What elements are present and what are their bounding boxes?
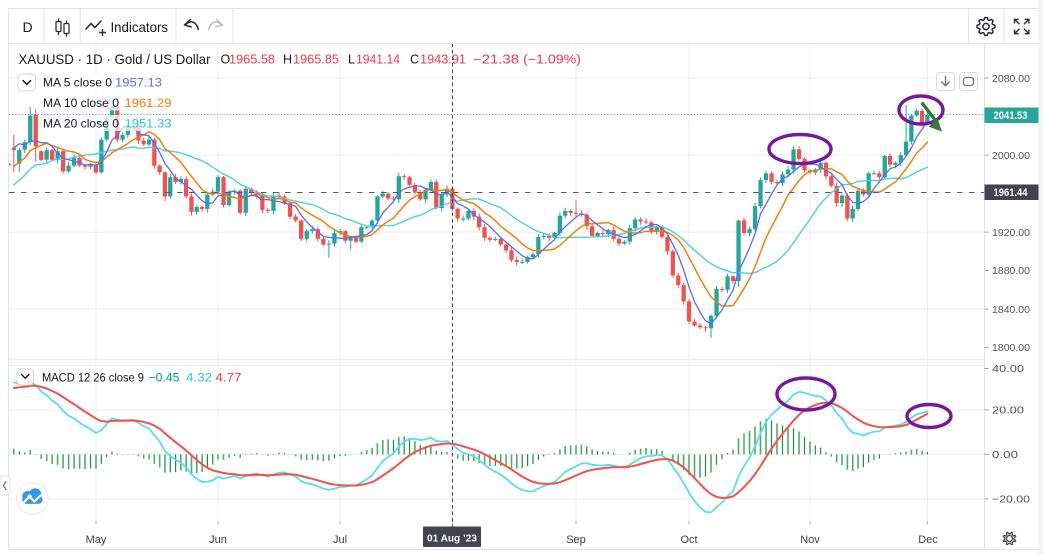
svg-text:1961.44: 1961.44: [994, 187, 1029, 199]
svg-text:1840.00: 1840.00: [992, 304, 1030, 316]
svg-text:0.00: 0.00: [992, 449, 1018, 461]
svg-text:1800.00: 1800.00: [992, 342, 1030, 354]
svg-text:−21.38: −21.38: [473, 53, 519, 67]
svg-text:1951.33: 1951.33: [125, 116, 172, 130]
svg-text:Oct: Oct: [680, 534, 697, 546]
svg-text:Jun: Jun: [209, 534, 227, 546]
svg-text:40.00: 40.00: [992, 363, 1024, 375]
svg-text:2041.53: 2041.53: [994, 110, 1028, 122]
svg-text:−20.00: −20.00: [992, 494, 1030, 506]
svg-text:MACD 12 26 close 9: MACD 12 26 close 9: [42, 371, 144, 385]
svg-text:1943.91: 1943.91: [420, 53, 466, 67]
svg-text:4.32: 4.32: [186, 371, 212, 385]
svg-text:MA 20 close 0: MA 20 close 0: [43, 116, 119, 130]
svg-text:Jul: Jul: [333, 534, 347, 546]
svg-text:1961.29: 1961.29: [125, 96, 172, 110]
svg-text:MA 5 close 0: MA 5 close 0: [43, 75, 112, 89]
svg-text:C: C: [410, 53, 419, 67]
svg-text:L: L: [348, 53, 355, 67]
svg-text:20.00: 20.00: [992, 405, 1024, 417]
svg-text:O: O: [221, 53, 231, 67]
svg-text:4.77: 4.77: [216, 371, 242, 385]
svg-text:Dec: Dec: [918, 534, 938, 546]
svg-text:1941.14: 1941.14: [356, 53, 400, 67]
svg-text:Nov: Nov: [800, 534, 820, 546]
svg-text:2000.00: 2000.00: [992, 150, 1030, 162]
svg-text:1920.00: 1920.00: [992, 227, 1030, 239]
svg-text:−0.45: −0.45: [149, 371, 180, 385]
svg-text:MA 10 close 0: MA 10 close 0: [43, 96, 119, 110]
svg-text:D: D: [23, 19, 33, 35]
svg-text:Sep: Sep: [566, 534, 586, 546]
svg-text:XAUUSD · 1D · Gold / US Dollar: XAUUSD · 1D · Gold / US Dollar: [19, 51, 211, 67]
svg-text:01 Aug ’23: 01 Aug ’23: [427, 533, 477, 545]
svg-text:1965.58: 1965.58: [229, 53, 275, 67]
svg-text:May: May: [86, 534, 107, 546]
svg-text:1880.00: 1880.00: [992, 265, 1030, 277]
svg-text:1957.13: 1957.13: [115, 75, 162, 89]
svg-text:1965.85: 1965.85: [293, 53, 339, 67]
svg-text:2080.00: 2080.00: [992, 73, 1030, 85]
svg-text:H: H: [283, 53, 292, 67]
svg-text:(−1.09%): (−1.09%): [523, 53, 581, 67]
svg-text:Indicators: Indicators: [111, 19, 169, 35]
